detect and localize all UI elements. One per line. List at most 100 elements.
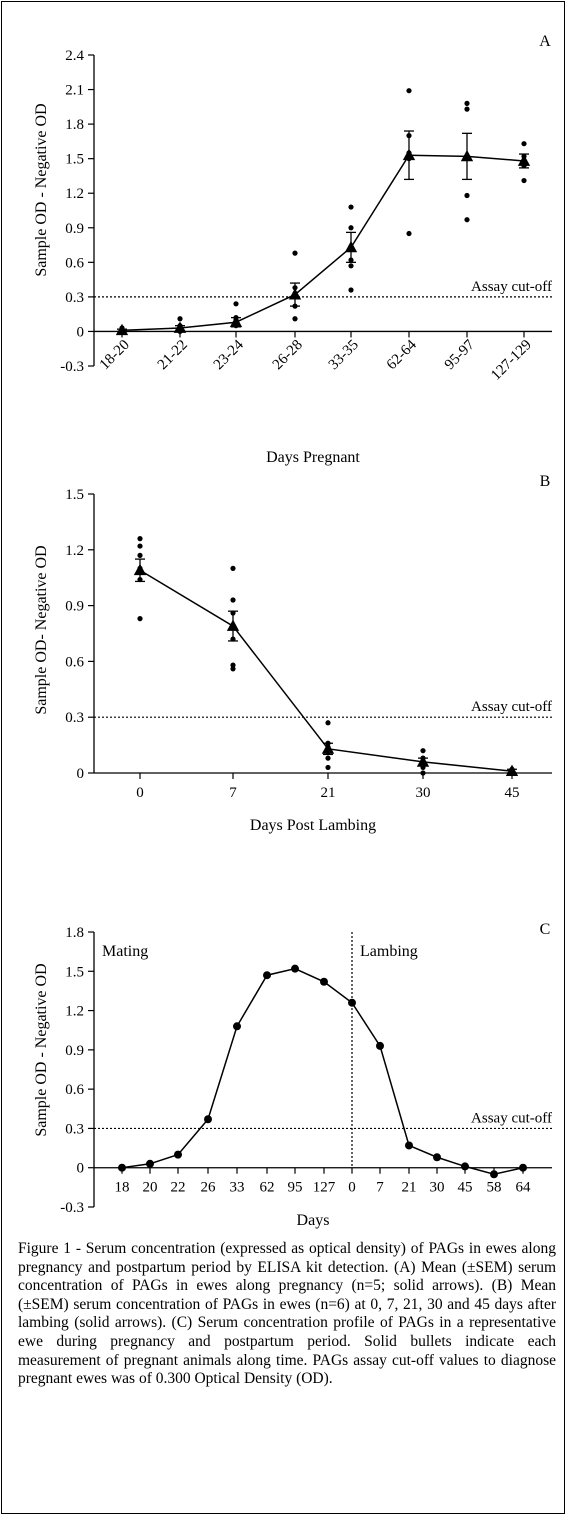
panel-c-x-axis-label: Days [297, 1212, 330, 1229]
panel-a-y-tick-label: 1.2 [65, 186, 84, 202]
panel-a-mean-marker [229, 315, 243, 328]
panel-a-mean-marker [460, 149, 474, 162]
panel-b-y-tick-label: 1.2 [65, 543, 84, 559]
panel-c-x-tick-label: 127 [313, 1180, 336, 1196]
panel-b-y-tick-label: 0.9 [65, 599, 84, 615]
panel-a-mean-marker [288, 288, 302, 300]
panel-b-mean-marker [321, 742, 335, 754]
panel-b-x-axis-label: Days Post Lambing [250, 817, 376, 834]
panel-c-x-tick-label: 21 [402, 1180, 417, 1196]
panel-a-data-point [292, 316, 298, 322]
panel-a-cutoff-label: Assay cut-off [471, 279, 552, 295]
panel-a-mean-marker [115, 323, 129, 336]
panel-b-data-point [325, 720, 331, 726]
panel-c-x-tick-label: 58 [487, 1180, 502, 1196]
panel-a-data-point [464, 100, 470, 106]
panel-a-data-point [464, 106, 470, 112]
panel-a-y-tick-label: 2.1 [65, 83, 84, 99]
panel-c-data-point [519, 1163, 527, 1172]
panel-a-x-tick-label: 23-24 [211, 337, 247, 373]
caption-text: Serum concentration (expressed as optica… [18, 1240, 556, 1388]
panel-b-mean-marker [505, 764, 519, 777]
panel-b-data-point [230, 636, 236, 642]
panel-c-x-tick-label: 7 [376, 1180, 384, 1196]
panel-a-y-tick-label: 0.9 [65, 221, 84, 237]
panel-a-data-point [521, 177, 527, 184]
figure-caption: Figure 1 - Serum concentration (expresse… [18, 1240, 556, 1389]
panel-c-y-tick-label: -0.3 [60, 1200, 84, 1216]
panel-a-y-axis-label: Sample OD - Negative OD [33, 103, 50, 276]
panel-a-x-tick-label: 95-97 [442, 337, 478, 373]
panel-b-data-point [420, 770, 426, 776]
panel-c-x-tick-label: 33 [230, 1180, 245, 1196]
panel-b-data-point [137, 616, 143, 622]
panel-c-series-line [121, 967, 524, 1176]
panel-c-data-point [204, 1115, 212, 1124]
panel-c-data-point [433, 1153, 441, 1162]
panel-a-y-tick-label: 0.6 [65, 255, 84, 271]
panel-b-data-point [230, 610, 236, 616]
panel-b-data-point [325, 764, 331, 771]
panel-a-x-tick-label: 18-20 [97, 337, 133, 373]
panel-c-data-point [405, 1141, 413, 1150]
panel-a-mean-line [121, 154, 525, 332]
panel-a-data-point [521, 141, 527, 147]
panel-c-data-point [118, 1163, 126, 1172]
panel-c-lambing-label: Lambing [360, 943, 418, 960]
panel-b-y-axis-label: Sample OD- Negative OD [33, 545, 50, 714]
panel-a-y-tick-label: 0.3 [65, 290, 84, 306]
panel-a-data-point [292, 285, 298, 291]
panel-a-data-point [292, 250, 298, 256]
panel-a-y-tick-label: -0.3 [60, 359, 84, 375]
panel-a-data-point [233, 301, 239, 307]
panel-b-data-point [137, 536, 143, 542]
panel-c-x-tick-label: 62 [260, 1180, 275, 1196]
panel-a-y-tick-label: 0 [77, 324, 85, 340]
panel-a-mean-marker [402, 148, 416, 161]
panel-a-data-point [348, 204, 354, 210]
panel-a-data-point [464, 192, 470, 199]
panel-c-y-tick-label: 0.3 [65, 1121, 84, 1137]
panel-b-mean-marker [416, 755, 430, 767]
panel-b-y-tick-label: 0.3 [65, 710, 84, 726]
panel-c-data-point [174, 1150, 182, 1159]
panel-a-data-point [348, 225, 354, 231]
panel-b-x-tick-label: 21 [321, 785, 336, 801]
panel-c-y-axis-label: Sample OD - Negative OD [33, 963, 50, 1136]
panel-c-data-point [263, 971, 271, 980]
panel-c-x-tick-label: 0 [348, 1180, 356, 1196]
panel-a-x-tick-label: 21-22 [155, 337, 191, 373]
panel-a-x-tick-label: 26-28 [270, 337, 306, 373]
panel-a-data-point [406, 230, 412, 237]
panel-c-panel-letter: C [540, 921, 551, 938]
panel-a-data-point [348, 263, 354, 269]
panel-a-y-tick-label: 1.5 [65, 152, 84, 168]
panel-c-y-tick-label: 1.2 [65, 1004, 84, 1020]
panel-c-x-tick-label: 30 [430, 1180, 445, 1196]
panel-c-data-point [490, 1170, 498, 1179]
panel-c-x-tick-label: 64 [516, 1180, 532, 1196]
panel-c-data-point [348, 998, 356, 1007]
panel-c-data-point [320, 977, 328, 986]
panel-b-y-tick-label: 0.6 [65, 654, 84, 670]
panel-c-y-tick-label: 0 [77, 1161, 85, 1177]
panel-b-data-point [325, 755, 331, 761]
panel-b-data-point [230, 597, 236, 603]
panel-b-cutoff-label: Assay cut-off [471, 699, 552, 715]
panel-a-data-point [464, 217, 470, 223]
panel-a-mean-marker [173, 321, 187, 333]
panel-a-x-axis-label: Days Pregnant [266, 449, 360, 466]
panel-a-data-point [406, 88, 412, 94]
panel-c-y-tick-label: 0.6 [65, 1082, 84, 1098]
panel-a-x-tick-label: 127-129 [488, 337, 535, 384]
panel-b-data-point [230, 662, 236, 668]
panel-b-y-tick-label: 0 [77, 766, 85, 782]
panel-c-y-tick-label: 1.8 [65, 925, 84, 941]
panel-a-x-tick-label: 62-64 [384, 337, 420, 373]
panel-c-data-point [233, 1022, 241, 1031]
panel-c-y-tick-label: 0.9 [65, 1043, 84, 1059]
figure-charts: -0.3 0 0.3 0.6 0.9 1.2 1.5 1.8 2.1 2.4 18-20 21-22 2… [33, 33, 552, 1229]
panel-b-data-point [137, 543, 143, 549]
panel-b-mean-line [139, 569, 513, 772]
